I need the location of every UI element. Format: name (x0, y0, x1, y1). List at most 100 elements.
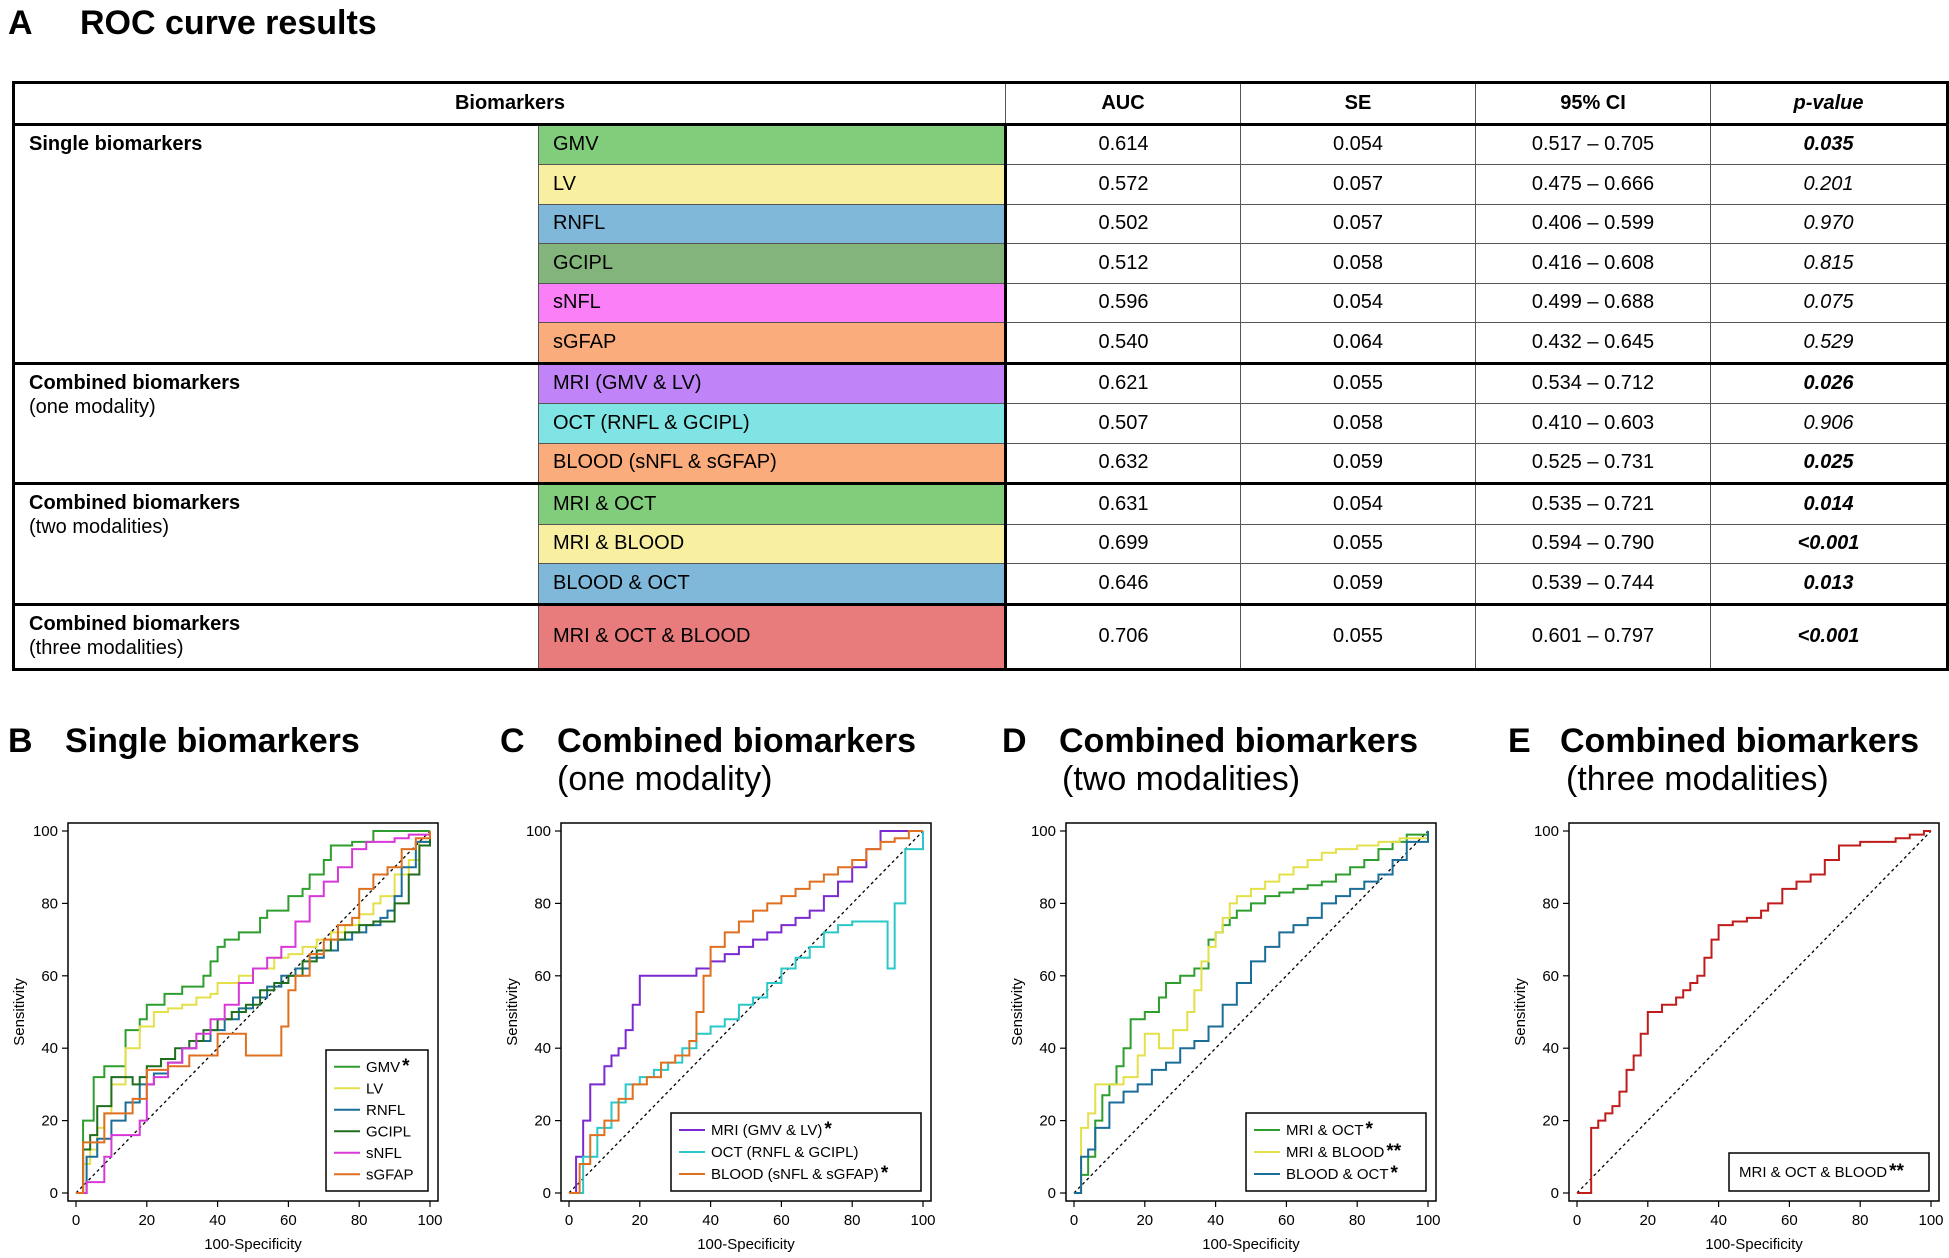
auc-value: 0.706 (1005, 602, 1241, 671)
table-row: Combined biomarkers (one modality) MRI (GM… (12, 361, 1949, 484)
se-value: 0.054 (1240, 122, 1476, 165)
group-title: Combined biomarkers (29, 371, 241, 394)
biomarker-name: sGFAP (538, 322, 1007, 365)
auc-value: 0.632 (1005, 442, 1241, 485)
table-row: RNFL 0.502 0.057 0.406 – 0.599 0.970 (14, 203, 1949, 244)
reference-diagonal (1073, 830, 1429, 1194)
y-tick-label: 20 (1542, 1113, 1559, 1130)
se-value: 0.064 (1240, 322, 1476, 365)
y-tick-label: 60 (1039, 968, 1056, 985)
y-tick-label: 0 (50, 1185, 58, 1202)
roc-line-blood-oct (1074, 831, 1429, 1194)
table-body: Single biomarkers GMV 0.614 0.054 0.517 – 0.… (12, 122, 1949, 671)
auc-value: 0.614 (1005, 122, 1241, 165)
y-tick-label: 0 (543, 1185, 551, 1202)
se-value: 0.057 (1240, 164, 1476, 205)
se-value: 0.057 (1240, 203, 1476, 244)
biomarker-name: MRI & OCT & BLOOD (538, 602, 1007, 671)
x-tick-label: 40 (1710, 1212, 1727, 1229)
roc-results-table: Biomarkers AUC SE 95% CI p-value Single … (12, 81, 1949, 671)
se-value: 0.055 (1240, 523, 1476, 564)
panel-e-title: Combined biomarkers (1560, 722, 1919, 760)
x-tick-label: 40 (702, 1212, 719, 1229)
legend-entry: MRI & BLOOD ** (1286, 1141, 1402, 1162)
x-axis-label: 100-Specificity (697, 1236, 795, 1253)
legend: MRI (GMV & LV) * OCT (RNFL & GCIPL) BLOOD (… (670, 1112, 922, 1192)
y-tick-label: 0 (1048, 1185, 1056, 1202)
p-value: 0.529 (1710, 322, 1949, 365)
roc-line-snfl (76, 831, 431, 1194)
se-value: 0.055 (1240, 361, 1476, 404)
significance-marker: * (824, 1119, 832, 1140)
ci-value: 0.410 – 0.603 (1475, 403, 1711, 444)
y-tick-label: 80 (1542, 895, 1559, 912)
legend-entry: GMV * (366, 1056, 410, 1077)
ci-value: 0.406 – 0.599 (1475, 203, 1711, 244)
biomarker-name: RNFL (538, 203, 1007, 244)
ci-value: 0.416 – 0.608 (1475, 243, 1711, 284)
biomarker-name: MRI & OCT (538, 482, 1007, 525)
biomarker-name: BLOOD (sNFL & sGFAP) (538, 442, 1007, 485)
ci-value: 0.432 – 0.645 (1475, 322, 1711, 365)
roc-results-table-container: Biomarkers AUC SE 95% CI p-value Single … (12, 81, 1949, 671)
table-row: sNFL 0.596 0.054 0.499 – 0.688 0.075 (14, 282, 1949, 323)
ci-value: 0.534 – 0.712 (1475, 361, 1711, 404)
se-value: 0.058 (1240, 243, 1476, 284)
header-se: SE (1240, 81, 1476, 126)
p-value: 0.970 (1710, 203, 1949, 244)
panel-b-title: Single biomarkers (65, 722, 360, 760)
table-row: MRI & BLOOD 0.699 0.055 0.594 – 0.790 <0.001 (14, 523, 1949, 564)
auc-value: 0.596 (1005, 282, 1241, 323)
auc-value: 0.646 (1005, 563, 1241, 606)
y-tick-label: 100 (1534, 823, 1559, 840)
p-value: 0.035 (1710, 122, 1949, 165)
x-axis-label: 100-Specificity (204, 1236, 302, 1253)
p-value: 0.815 (1710, 243, 1949, 284)
y-tick-label: 60 (534, 968, 551, 985)
y-tick-label: 60 (1542, 968, 1559, 985)
legend-entry: BLOOD (sNFL & sGFAP) * (711, 1163, 889, 1184)
table-row: Combined biomarkers (three modalities) MRI… (12, 602, 1949, 671)
roc-chart-three-modalities: 0 20 40 60 80 100 0 20 40 60 80 100 100-Specificity S… (1512, 822, 1944, 1253)
panel-d-title: Combined biomarkers (1059, 722, 1418, 760)
p-value: <0.001 (1710, 523, 1949, 564)
x-tick-label: 40 (209, 1212, 226, 1229)
y-tick-label: 20 (1039, 1113, 1056, 1130)
reference-diagonal (75, 830, 431, 1194)
table-row: Single biomarkers GMV 0.614 0.054 0.517 – 0.… (12, 122, 1949, 364)
x-tick-label: 100 (1415, 1212, 1440, 1229)
biomarker-name: sNFL (538, 282, 1007, 323)
y-tick-label: 100 (1031, 823, 1056, 840)
group-label: Combined biomarkers (three modalities) (12, 602, 539, 671)
x-tick-label: 100 (417, 1212, 442, 1229)
roc-chart-two-modalities: 0 20 40 60 80 100 0 20 40 60 80 100 100-Specificity S… (1009, 822, 1441, 1253)
significance-marker: ** (1386, 1141, 1401, 1162)
auc-value: 0.631 (1005, 482, 1241, 525)
y-tick-label: 20 (41, 1113, 58, 1130)
legend-box (1728, 1152, 1930, 1192)
x-tick-label: 60 (1278, 1212, 1295, 1229)
table-row: Combined biomarkers (two modalities) MRI &… (12, 482, 1949, 605)
plot-frame (1065, 822, 1437, 1202)
header-biomarkers: Biomarkers (12, 81, 1006, 126)
x-tick-label: 80 (351, 1212, 368, 1229)
roc-line-oct-rnfl-gcipl- (569, 831, 924, 1194)
legend-box (325, 1049, 429, 1192)
se-value: 0.058 (1240, 403, 1476, 444)
y-tick-label: 40 (1039, 1040, 1056, 1057)
y-tick-label: 40 (41, 1040, 58, 1057)
biomarker-name: MRI (GMV & LV) (538, 361, 1007, 404)
panel-e-subtitle: (three modalities) (1566, 760, 1829, 798)
group-title: Combined biomarkers (29, 612, 241, 635)
y-tick-label: 60 (41, 968, 58, 985)
p-value: 0.075 (1710, 282, 1949, 323)
group-subtitle: (one modality) (29, 395, 156, 418)
significance-marker: * (881, 1163, 889, 1184)
p-value: 0.906 (1710, 403, 1949, 444)
panel-e-label: E (1508, 722, 1531, 760)
x-tick-label: 20 (631, 1212, 648, 1229)
auc-value: 0.699 (1005, 523, 1241, 564)
panel-d-label: D (1002, 722, 1027, 760)
reference-diagonal (568, 830, 924, 1194)
auc-value: 0.502 (1005, 203, 1241, 244)
